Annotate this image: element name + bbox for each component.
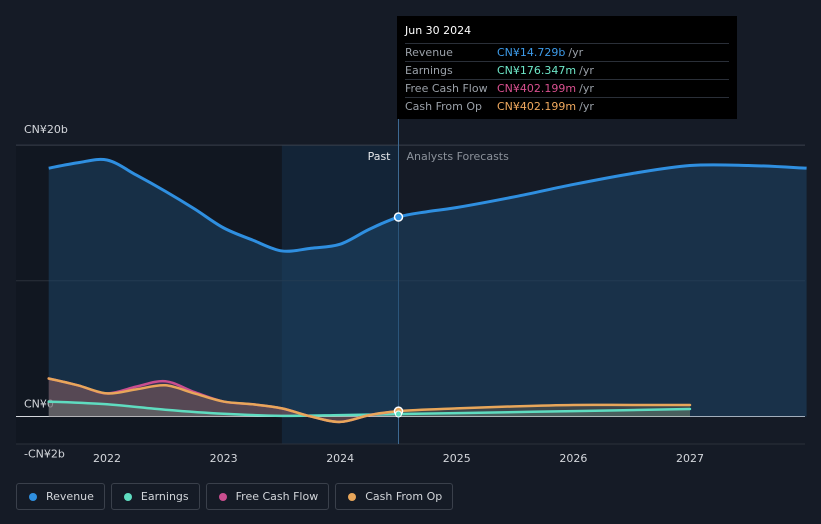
tooltip-row-earnings: Earnings CN¥176.347m /yr — [405, 61, 729, 79]
legend-label: Earnings — [140, 490, 189, 503]
legend-label: Free Cash Flow — [235, 490, 319, 503]
earnings-marker — [395, 410, 402, 418]
legend-item-earnings[interactable]: Earnings — [110, 483, 200, 510]
forecast-label: Analysts Forecasts — [407, 150, 510, 163]
tooltip-unit: /yr — [579, 100, 594, 113]
revenue-line — [48, 157, 807, 253]
earnings-line — [47, 400, 692, 418]
x-tick-label: 2022 — [93, 452, 121, 465]
y-tick-label: -CN¥2b — [24, 448, 65, 461]
x-tick-label: 2027 — [676, 452, 704, 465]
x-tick-label: 2025 — [443, 452, 471, 465]
tooltip-unit: /yr — [579, 82, 594, 95]
revenue-area — [48, 159, 807, 417]
x-tick-label: 2024 — [326, 452, 354, 465]
legend-dot-icon — [218, 492, 227, 501]
tooltip-unit: /yr — [579, 64, 594, 77]
legend-item-free-cash-flow[interactable]: Free Cash Flow — [205, 483, 330, 510]
legend-dot-icon — [123, 492, 132, 501]
cash-from-op-line — [47, 377, 692, 424]
legend-dot-icon — [348, 492, 357, 501]
tooltip-label: Revenue — [405, 46, 453, 59]
legend-label: Revenue — [46, 490, 94, 503]
tooltip-unit: /yr — [568, 46, 584, 59]
tooltip-label: Free Cash Flow — [405, 82, 488, 95]
tooltip-value: CN¥14.729b — [497, 46, 566, 59]
chart-legend: Revenue Earnings Free Cash Flow Cash Fro… — [16, 483, 454, 510]
legend-item-cash-from-op[interactable]: Cash From Op — [335, 483, 454, 510]
tooltip-value: CN¥402.199m — [497, 82, 577, 95]
y-tick-label: CN¥0 — [24, 398, 54, 411]
tooltip-label: Cash From Op — [405, 100, 483, 113]
legend-dot-icon — [29, 492, 37, 501]
y-tick-label: CN¥20b — [24, 123, 68, 136]
legend-label: Cash From Op — [365, 490, 443, 503]
tooltip-label: Earnings — [405, 64, 453, 77]
legend-item-revenue[interactable]: Revenue — [16, 483, 105, 510]
tooltip-row-cash-from-op: Cash From Op CN¥402.199m /yr — [405, 97, 729, 115]
tooltip-value: CN¥176.347m — [497, 64, 577, 77]
past-label: Past — [368, 150, 392, 163]
tooltip-value: CN¥402.199m — [497, 100, 577, 113]
tooltip-row-revenue: Revenue CN¥14.729b /yr — [405, 43, 729, 61]
tooltip-row-free-cash-flow: Free Cash Flow CN¥402.199m /yr — [405, 79, 729, 97]
tooltip-date: Jun 30 2024 — [405, 24, 472, 37]
x-tick-label: 2023 — [210, 452, 238, 465]
hover-tooltip: Jun 30 2024 Revenue CN¥14.729b /yr Earni… — [397, 16, 737, 119]
revenue-marker — [393, 212, 404, 222]
x-tick-label: 2026 — [559, 452, 587, 465]
